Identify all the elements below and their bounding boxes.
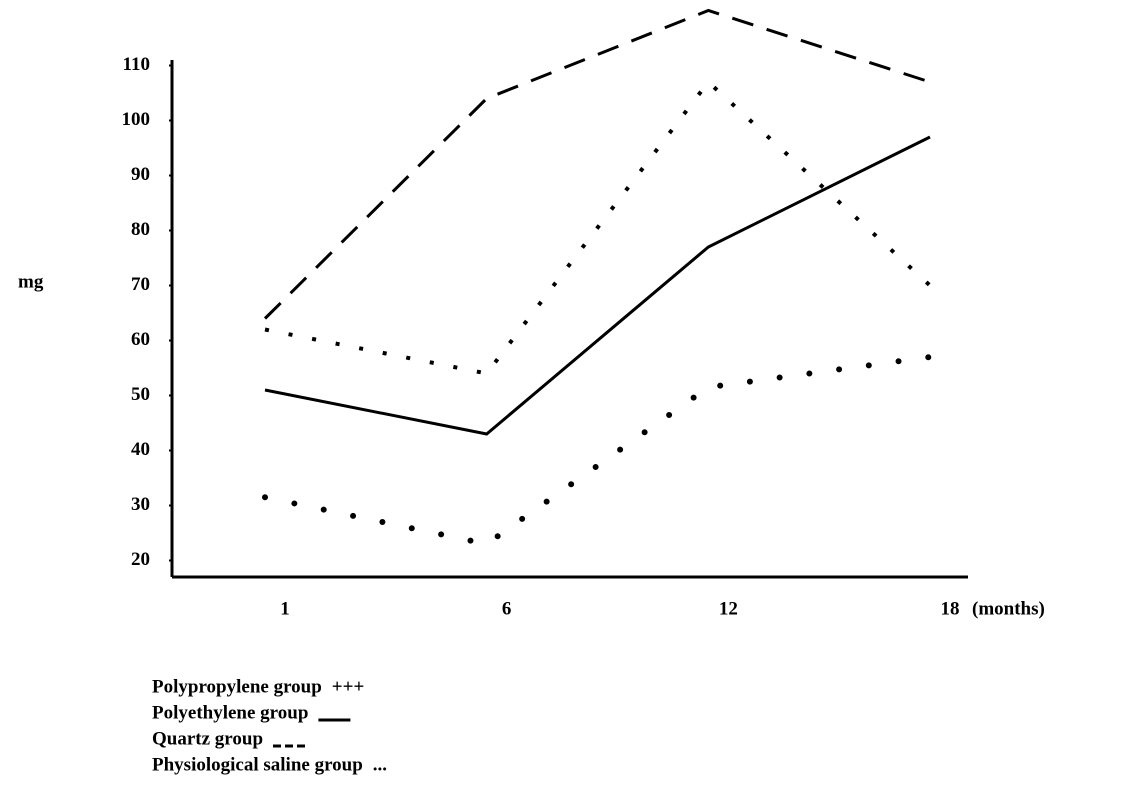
y-tick-label: 70 xyxy=(131,274,150,295)
y-tick-label: 50 xyxy=(131,384,150,405)
series-line xyxy=(264,135,931,436)
legend-label: Quartz group xyxy=(152,728,263,749)
x-tick-label: 12 xyxy=(719,598,738,619)
legend-label: Polyethylene group xyxy=(152,702,308,723)
y-tick-label: 100 xyxy=(122,109,151,130)
x-axis-label: (months) xyxy=(972,598,1045,619)
x-tick-label: 1 xyxy=(280,598,290,619)
series-line xyxy=(263,8,931,320)
y-tick-label: 20 xyxy=(131,549,150,570)
y-tick-label: 30 xyxy=(131,494,150,515)
legend-symbol: ... xyxy=(373,754,387,775)
y-tick-label: 110 xyxy=(123,54,150,75)
y-tick-label: 90 xyxy=(131,164,150,185)
legend-label: Physiological saline group xyxy=(152,754,363,775)
y-tick-label: 80 xyxy=(131,219,150,240)
series-line xyxy=(262,354,933,548)
legend-symbol: +++ xyxy=(332,676,364,697)
x-tick-label: 6 xyxy=(502,598,512,619)
series-line xyxy=(264,79,932,376)
y-tick-label: 40 xyxy=(131,439,150,460)
x-tick-label: 18 xyxy=(941,598,960,619)
y-tick-label: 60 xyxy=(131,329,150,350)
legend-label: Polypropylene group xyxy=(152,676,322,697)
y-axis-label: mg xyxy=(18,271,44,292)
